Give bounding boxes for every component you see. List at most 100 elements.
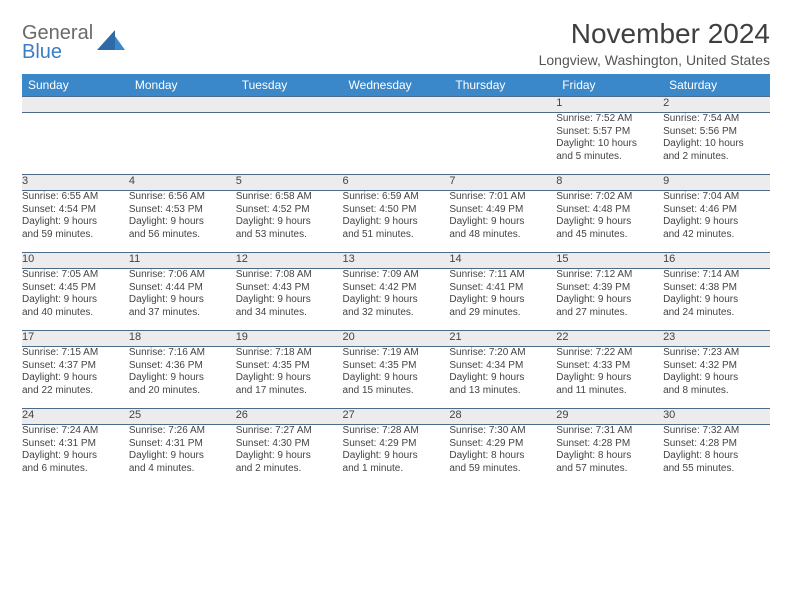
sunset-text: Sunset: 4:36 PM [129, 360, 236, 373]
daylight-text: and 32 minutes. [343, 307, 450, 320]
day-number: 18 [129, 331, 236, 347]
day-cell: Sunrise: 7:08 AMSunset: 4:43 PMDaylight:… [236, 269, 343, 331]
sunrise-text: Sunrise: 7:16 AM [129, 347, 236, 360]
day-cell [449, 113, 556, 175]
day-cell: Sunrise: 7:28 AMSunset: 4:29 PMDaylight:… [343, 425, 450, 487]
sunset-text: Sunset: 4:29 PM [449, 438, 556, 451]
daylight-text: and 4 minutes. [129, 463, 236, 476]
day-cell: Sunrise: 7:12 AMSunset: 4:39 PMDaylight:… [556, 269, 663, 331]
daylight-text: and 8 minutes. [663, 385, 770, 398]
content-row: Sunrise: 7:15 AMSunset: 4:37 PM Daylight:… [22, 347, 770, 409]
daylight-text: and 1 minute. [343, 463, 450, 476]
day-cell [129, 113, 236, 175]
sunset-text: Sunset: 4:53 PM [129, 204, 236, 217]
daylight-text: and 56 minutes. [129, 229, 236, 242]
content-row: Sunrise: 7:05 AMSunset: 4:45 PMDaylight:… [22, 269, 770, 331]
sunrise-text: Sunrise: 7:11 AM [449, 269, 556, 282]
day-cell: Sunrise: 7:05 AMSunset: 4:45 PMDaylight:… [22, 269, 129, 331]
day-number [22, 97, 129, 113]
day-number: 12 [236, 253, 343, 269]
day-number [343, 97, 450, 113]
daylight-text: and 29 minutes. [449, 307, 556, 320]
sunrise-text: Sunrise: 6:56 AM [129, 191, 236, 204]
day-cell: Sunrise: 7:09 AMSunset: 4:42 PMDaylight:… [343, 269, 450, 331]
day-header-row: Sunday Monday Tuesday Wednesday Thursday… [22, 74, 770, 97]
daylight-text: Daylight: 9 hours [556, 372, 663, 385]
daylight-text: and 37 minutes. [129, 307, 236, 320]
daylight-text: Daylight: 9 hours [343, 216, 450, 229]
calendar-table: Sunday Monday Tuesday Wednesday Thursday… [22, 74, 770, 487]
brand-sail-icon [97, 30, 125, 52]
day-number: 23 [663, 331, 770, 347]
sunset-text: Sunset: 4:29 PM [343, 438, 450, 451]
day-header: Wednesday [343, 74, 450, 97]
day-header: Friday [556, 74, 663, 97]
daylight-text: Daylight: 9 hours [449, 294, 556, 307]
day-header: Sunday [22, 74, 129, 97]
daylight-text: and 5 minutes. [556, 151, 663, 164]
daylight-text: Daylight: 9 hours [343, 294, 450, 307]
daynum-row: 17181920212223 [22, 331, 770, 347]
day-number: 1 [556, 97, 663, 113]
sunset-text: Sunset: 4:37 PM [22, 360, 129, 373]
day-cell: Sunrise: 7:15 AMSunset: 4:37 PMDaylight:… [22, 347, 129, 409]
daylight-text: and 57 minutes. [556, 463, 663, 476]
content-row: Sunrise: 6:55 AMSunset: 4:54 PMDaylight:… [22, 191, 770, 253]
sunset-text: Sunset: 4:34 PM [449, 360, 556, 373]
day-cell: Sunrise: 7:11 AMSunset: 4:41 PMDaylight:… [449, 269, 556, 331]
sunrise-text: Sunrise: 7:04 AM [663, 191, 770, 204]
day-cell: Sunrise: 7:24 AMSunset: 4:31 PMDaylight:… [22, 425, 129, 487]
daylight-text: Daylight: 9 hours [129, 294, 236, 307]
sunrise-text: Sunrise: 7:23 AM [663, 347, 770, 360]
day-cell [236, 113, 343, 175]
sunrise-text: Sunrise: 7:15 AM [22, 347, 129, 360]
day-number [129, 97, 236, 113]
day-cell: Sunrise: 7:02 AMSunset: 4:48 PMDaylight:… [556, 191, 663, 253]
daylight-text: and 53 minutes. [236, 229, 343, 242]
brand-logo: General Blue [22, 18, 125, 62]
sunset-text: Sunset: 4:49 PM [449, 204, 556, 217]
sunrise-text: Sunrise: 6:58 AM [236, 191, 343, 204]
sunrise-text: Sunrise: 7:30 AM [449, 425, 556, 438]
day-cell: Sunrise: 7:30 AMSunset: 4:29 PMDaylight:… [449, 425, 556, 487]
daylight-text: and 2 minutes. [663, 151, 770, 164]
day-number [236, 97, 343, 113]
daylight-text: and 13 minutes. [449, 385, 556, 398]
daylight-text: and 24 minutes. [663, 307, 770, 320]
content-row: Sunrise: 7:24 AMSunset: 4:31 PMDaylight:… [22, 425, 770, 487]
daylight-text: Daylight: 9 hours [663, 372, 770, 385]
day-number: 26 [236, 409, 343, 425]
day-number: 5 [236, 175, 343, 191]
daylight-text: and 55 minutes. [663, 463, 770, 476]
sunset-text: Sunset: 4:32 PM [663, 360, 770, 373]
daylight-text: and 59 minutes. [449, 463, 556, 476]
sunrise-text: Sunrise: 7:28 AM [343, 425, 450, 438]
sunrise-text: Sunrise: 7:01 AM [449, 191, 556, 204]
daylight-text: and 15 minutes. [343, 385, 450, 398]
sunrise-text: Sunrise: 7:20 AM [449, 347, 556, 360]
daylight-text: and 34 minutes. [236, 307, 343, 320]
daylight-text: Daylight: 9 hours [663, 216, 770, 229]
day-number: 29 [556, 409, 663, 425]
sunrise-text: Sunrise: 6:59 AM [343, 191, 450, 204]
day-number: 7 [449, 175, 556, 191]
day-cell: Sunrise: 7:32 AMSunset: 4:28 PMDaylight:… [663, 425, 770, 487]
day-cell: Sunrise: 7:14 AMSunset: 4:38 PMDaylight:… [663, 269, 770, 331]
sunset-text: Sunset: 4:28 PM [556, 438, 663, 451]
day-cell: Sunrise: 6:55 AMSunset: 4:54 PMDaylight:… [22, 191, 129, 253]
sunset-text: Sunset: 4:41 PM [449, 282, 556, 295]
sunset-text: Sunset: 4:42 PM [343, 282, 450, 295]
daylight-text: Daylight: 9 hours [129, 216, 236, 229]
sunset-text: Sunset: 4:46 PM [663, 204, 770, 217]
sunset-text: Sunset: 4:52 PM [236, 204, 343, 217]
daylight-text: and 27 minutes. [556, 307, 663, 320]
daylight-text: Daylight: 9 hours [556, 216, 663, 229]
day-cell: Sunrise: 7:31 AMSunset: 4:28 PMDaylight:… [556, 425, 663, 487]
day-number: 20 [343, 331, 450, 347]
day-number: 10 [22, 253, 129, 269]
header: General Blue November 2024 Longview, Was… [22, 18, 770, 68]
sunrise-text: Sunrise: 7:54 AM [663, 113, 770, 126]
daylight-text: Daylight: 8 hours [449, 450, 556, 463]
sunrise-text: Sunrise: 7:18 AM [236, 347, 343, 360]
sunset-text: Sunset: 4:54 PM [22, 204, 129, 217]
